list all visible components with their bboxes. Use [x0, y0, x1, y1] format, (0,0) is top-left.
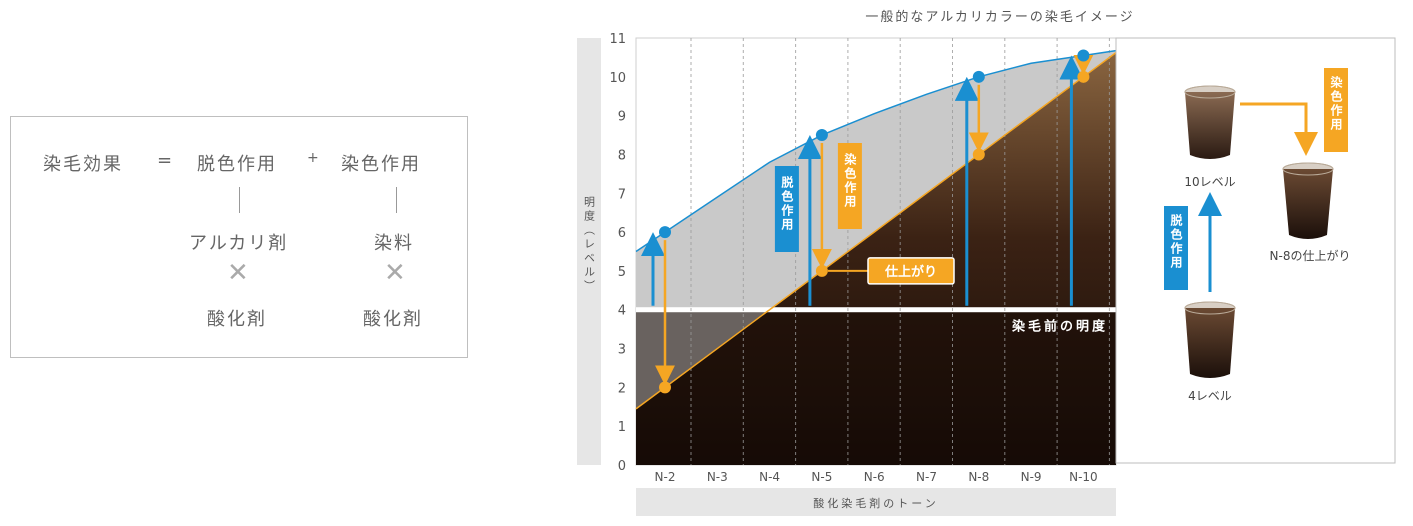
finish-label: 仕上がり [884, 264, 937, 280]
x-tick-label: N-5 [811, 470, 832, 484]
times-icon: ✕ [227, 258, 249, 288]
y-tick-label: 1 [618, 420, 626, 435]
formula-plus: + [307, 150, 321, 166]
pre-dye-area [636, 309, 1116, 465]
series-line-bleach [635, 49, 1117, 253]
dye-point [815, 264, 828, 277]
y-tick-label: 10 [609, 71, 626, 86]
side-bleach-label: 脱色作用 [1169, 213, 1183, 270]
bleach-point [972, 70, 985, 83]
finish-badge [867, 257, 955, 285]
formula-term-dye: 染色作用 [341, 154, 421, 175]
y-tick-label: 0 [618, 459, 626, 474]
x-tick-label: N-9 [1021, 470, 1042, 484]
side-dye-label: 染色作用 [1329, 75, 1343, 132]
bleach-point [659, 226, 671, 239]
formula-alkali: アルカリ剤 [189, 233, 289, 254]
x-axis-label-bar [636, 488, 1116, 516]
dye-point [659, 381, 671, 394]
x-tick-label: N-3 [707, 470, 728, 484]
formula-connector-2 [396, 187, 397, 213]
side-dye-arrow [1240, 102, 1318, 156]
y-tick-label: 8 [618, 148, 626, 163]
y-tick-label: 9 [618, 110, 626, 125]
pre-dye-line [636, 307, 1116, 313]
dye-label: 染色作用 [843, 152, 857, 209]
side-panel [1115, 37, 1396, 464]
series-line-dye [635, 52, 1117, 410]
y-tick-label: 4 [618, 304, 626, 319]
formula-equals: = [157, 150, 175, 171]
x-tick-label: N-7 [916, 470, 937, 484]
formula-dye-agent: 染料 [374, 233, 414, 254]
formula-left: 染毛効果 [43, 154, 123, 175]
x-axis-label: 酸化染毛剤のトーン [813, 496, 938, 510]
cup-result-label: N-8の仕上がり [1270, 248, 1351, 263]
formula-oxidizer-2: 酸化剤 [363, 309, 423, 330]
bleach-label: 脱色作用 [780, 175, 794, 232]
times-icon: ✕ [384, 258, 406, 288]
formula-oxidizer-1: 酸化剤 [207, 309, 267, 330]
cup-n8-result [1282, 162, 1334, 239]
y-tick-label: 2 [618, 381, 626, 396]
x-tick-label: N-2 [655, 470, 676, 484]
dye-point [972, 148, 985, 161]
cup-4-level [1184, 301, 1236, 378]
side-dye-badge [1324, 68, 1348, 152]
side-bleach-badge [1164, 206, 1188, 290]
chart-title: 一般的なアルカリカラーの染毛イメージ [865, 9, 1134, 25]
formula-box: 染毛効果 = 脱色作用 + 染色作用 アルカリ剤 染料 ✕ ✕ 酸化剤 酸化剤 [10, 116, 468, 358]
bleach-badge [774, 166, 799, 252]
formula-term-bleach: 脱色作用 [197, 154, 277, 175]
cup-bottom-label: 4レベル [1188, 389, 1232, 403]
y-tick-label: 3 [618, 343, 626, 358]
x-tick-label: N-8 [968, 470, 989, 484]
pre-dye-label: 染毛前の明度 [1011, 319, 1108, 335]
y-tick-label: 7 [618, 187, 626, 202]
bleach-point [815, 129, 828, 142]
cup-10-level [1184, 85, 1236, 159]
y-axis-label-bar [577, 38, 601, 465]
y-axis-label: 明度（レベル） [583, 196, 596, 294]
x-tick-label: N-4 [759, 470, 780, 484]
dye-point [1077, 70, 1090, 83]
y-tick-label: 11 [609, 32, 626, 47]
cup-top-label: 10レベル [1184, 175, 1235, 189]
x-tick-label: N-6 [864, 470, 885, 484]
dye-badge [837, 143, 862, 229]
y-tick-label: 5 [618, 265, 626, 280]
x-tick-label: N-10 [1069, 470, 1098, 484]
formula-connector-1 [239, 187, 240, 213]
bleach-point [1077, 49, 1090, 62]
y-tick-label: 6 [618, 226, 626, 241]
